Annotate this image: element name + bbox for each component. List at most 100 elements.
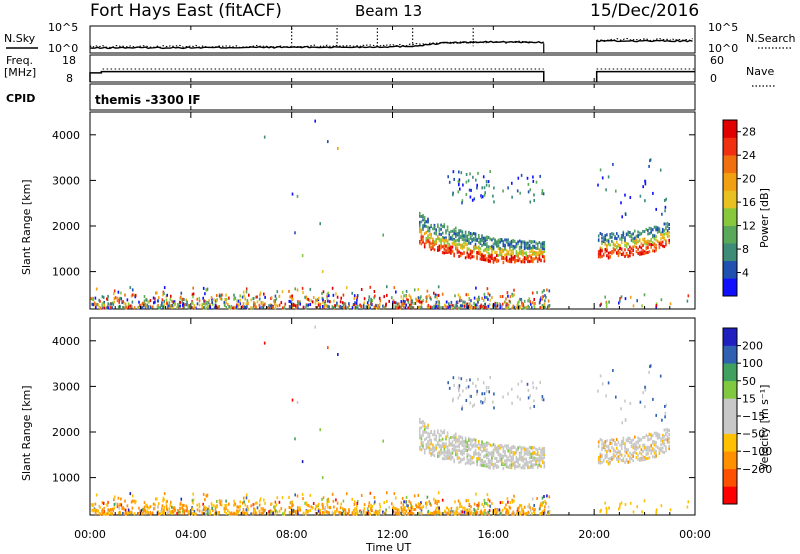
power-point-877 [161,304,164,308]
velocity-point-280 [516,510,519,513]
power-point-1664 [607,256,610,260]
power-point-381 [295,306,297,310]
velocity-point-535 [484,501,486,505]
power-point-840 [478,295,480,299]
power-point-1050 [440,223,442,227]
velocity-point-2008 [655,413,657,417]
power-point-492 [505,306,507,310]
power-point-1391 [502,256,505,259]
velocity-point-313 [289,501,291,505]
power-point-1944 [485,183,488,187]
power-point-2002 [642,185,644,189]
velocity-point-1365 [497,460,500,463]
power-point-585 [483,305,485,309]
power-point-1720 [620,247,623,251]
velocity-point-1212 [469,456,472,460]
power-point-1451 [514,257,516,261]
power-point-895 [238,302,240,306]
velocity-point-1297 [486,443,488,447]
power-point-220 [522,306,525,310]
power-point-1375 [500,257,503,260]
velocity-colorbar-tick-label-1: 100 [742,357,763,370]
velocity-point-1319 [489,461,491,465]
power-point-1963 [481,186,483,190]
power-point-925 [419,227,421,230]
velocity-point-477 [375,512,378,516]
power-point-1221 [471,238,473,242]
power-point-288 [481,306,483,310]
velocity-point-607 [181,506,183,510]
power-point-711 [144,302,146,306]
velocity-point-1117 [453,434,455,438]
velocity-point-1064 [443,448,446,452]
velocity-point-1753 [629,440,631,444]
power-point-856 [158,306,160,310]
power-point-875 [204,302,206,306]
power-point-623 [280,301,283,305]
power-point-224 [107,302,109,306]
velocity-point-207 [323,508,326,512]
velocity-point-837 [459,505,461,509]
power-point-1699 [616,237,618,241]
power-point-1688 [614,248,616,252]
velocity-point-215 [548,511,550,515]
power-point-1059 [441,225,444,228]
power-point-1113 [451,229,454,233]
velocity-point-1402 [505,444,508,448]
velocity-point-1053 [441,442,444,445]
power-point-976 [427,220,429,224]
power-point-1480 [518,246,521,250]
velocity-point-208 [353,502,356,506]
power-point-1122 [453,252,455,256]
power-point-530 [276,290,279,294]
velocity-point-1659 [606,450,608,453]
power-point-1762 [630,251,633,254]
velocity-point-284 [317,507,320,511]
velocity-point-756 [288,505,291,509]
power-point-1951 [469,195,472,199]
velocity-point-800 [339,512,341,515]
power-point-1871 [656,230,659,234]
power-point-1866 [655,235,657,239]
velocity-point-857 [404,506,406,510]
power-point-1068 [443,225,446,229]
velocity-point-1585 [538,447,541,450]
power-point-1286 [484,236,487,240]
velocity-point-650 [262,510,265,513]
velocity-point-1134 [456,449,459,453]
velocity-point-1780 [635,456,638,460]
power-point-1307 [487,235,490,239]
power-point-342 [360,288,363,291]
power-point-1827 [645,240,648,244]
velocity-point-840 [478,501,480,505]
power-point-25 [496,301,498,305]
velocity-point-796 [118,506,120,510]
velocity-point-597 [378,502,381,506]
power-point-1435 [510,254,513,258]
power-point-459 [408,305,410,309]
velocity-point-125 [198,509,201,513]
power-point-710 [532,301,534,305]
velocity-point-932 [419,417,421,421]
power-point-423 [438,302,441,306]
velocity-point-427 [182,511,185,515]
velocity-point-1180 [464,462,467,466]
power-point-1729 [622,231,625,235]
power-point-621 [131,288,134,292]
velocity-point-768 [351,512,354,516]
power-point-477 [375,306,378,310]
velocity-point-1262 [479,457,482,460]
velocity-point-1915 [666,430,669,434]
power-point-1042 [440,233,442,236]
velocity-point-1961 [473,403,476,407]
power-point-668 [383,295,385,299]
power-point-799 [311,300,314,304]
velocity-panel-frame [89,317,696,516]
power-point-378 [133,293,136,297]
power-point-1430 [510,245,513,248]
velocity-point-1080 [446,457,449,460]
power-point-788 [512,304,515,308]
power-point-134 [507,303,510,307]
velocity-point-825 [418,511,421,515]
power-point-76 [417,296,420,300]
